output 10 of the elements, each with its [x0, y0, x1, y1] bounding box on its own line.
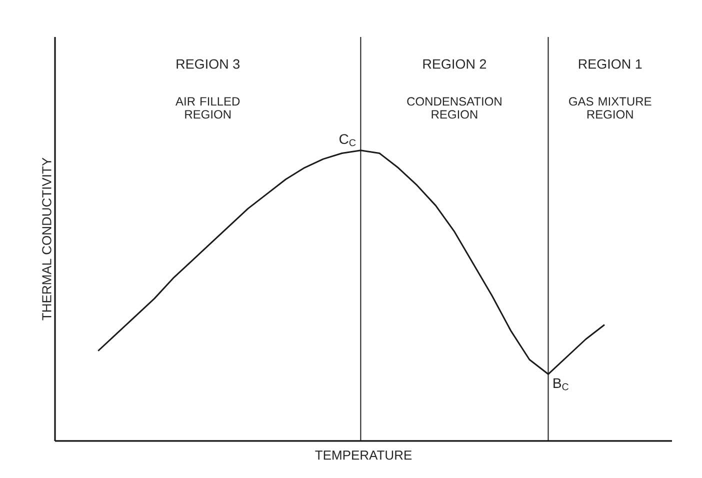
x-axis-title: TEMPERATURE — [315, 450, 412, 460]
annotation: B$_{C}$ — [554, 378, 568, 390]
text: CONDENSATION REGION — [407, 97, 502, 119]
y-axis-title: THERMAL CONDUCTIVITY — [42, 158, 52, 320]
text: REGION 2 — [423, 59, 486, 69]
text: REGION 3 — [176, 59, 240, 69]
text: GAS MIXTURE REGION — [569, 97, 652, 119]
text: REGION 1 — [578, 59, 642, 69]
annotation: C$_{C}$ — [340, 134, 356, 146]
text: AIR FILLED REGION — [176, 97, 240, 119]
